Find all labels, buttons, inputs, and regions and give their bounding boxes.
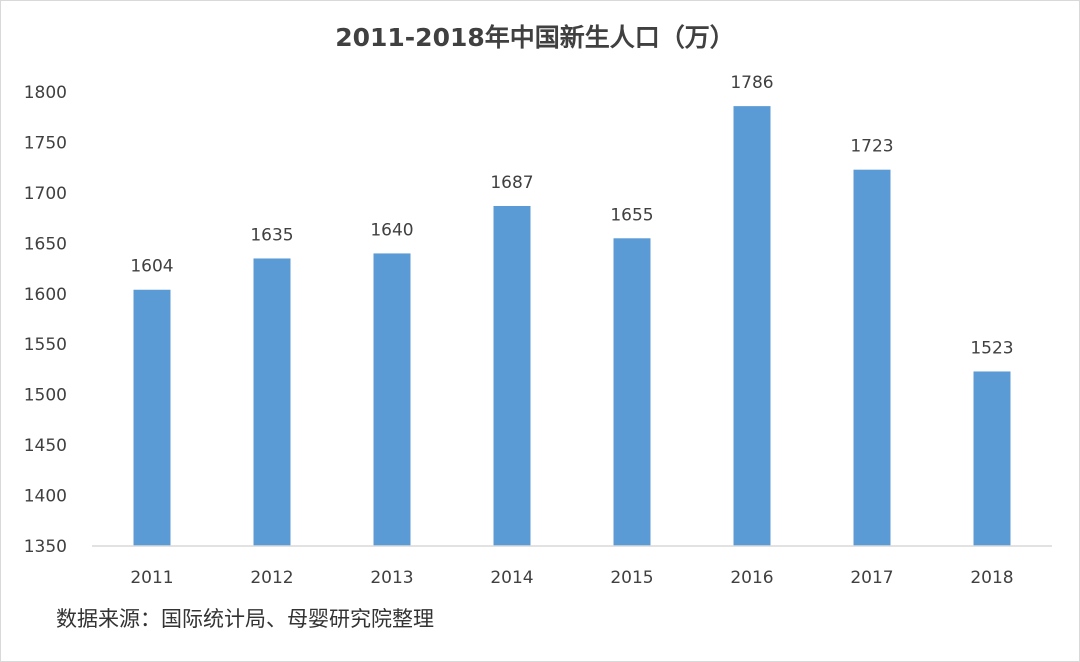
y-tick-label: 1750: [24, 133, 67, 153]
y-tick-label: 1450: [24, 436, 67, 456]
source-note: 数据来源：国际统计局、母婴研究院整理: [56, 607, 434, 631]
x-tick-label-2011: 2011: [130, 568, 173, 588]
x-axis: 2011 2012 2013 2014 2015 2016 2017 2018: [130, 568, 1013, 588]
x-tick-label-2012: 2012: [250, 568, 293, 588]
x-tick-label-2017: 2017: [850, 568, 893, 588]
bar-2013: [373, 253, 411, 546]
bar-2017: [853, 169, 891, 546]
x-tick-label-2015: 2015: [610, 568, 653, 588]
x-tick-label-2014: 2014: [490, 568, 533, 588]
data-label-2012: 1635: [250, 225, 293, 245]
y-tick-label: 1800: [24, 83, 67, 103]
y-tick-label: 1650: [24, 234, 67, 254]
y-tick-label: 1350: [24, 537, 67, 557]
x-tick-label-2013: 2013: [370, 568, 413, 588]
x-tick-label-2018: 2018: [970, 568, 1013, 588]
x-tick-label-2016: 2016: [730, 568, 773, 588]
data-label-2011: 1604: [130, 257, 173, 277]
bar-2012: [253, 258, 291, 546]
data-label-2018: 1523: [970, 338, 1013, 358]
bar-2014: [493, 206, 531, 546]
y-tick-label: 1700: [24, 184, 67, 204]
bar-2015: [613, 238, 651, 547]
bar-2011: [133, 289, 171, 546]
y-tick-label: 1550: [24, 335, 67, 355]
data-label-2013: 1640: [370, 220, 413, 240]
data-label-2016: 1786: [730, 73, 773, 93]
y-tick-label: 1500: [24, 386, 67, 406]
chart-title: 2011-2018年中国新生人口（万）: [335, 23, 735, 52]
data-label-2017: 1723: [850, 137, 893, 157]
y-axis: 1350 1400 1450 1500 1550 1600 1650 1700 1750 1800: [24, 83, 67, 557]
y-tick-label: 1400: [24, 487, 67, 507]
data-label-2014: 1687: [490, 173, 533, 193]
data-label-2015: 1655: [610, 205, 653, 225]
bar-2016: [733, 106, 771, 546]
y-tick-label: 1600: [24, 285, 67, 305]
data-labels-group: 1604 1635 1640 1687 1655 1786 1723 1523: [130, 73, 1013, 358]
bars-group: [133, 106, 1011, 547]
bar-2018: [973, 371, 1011, 546]
